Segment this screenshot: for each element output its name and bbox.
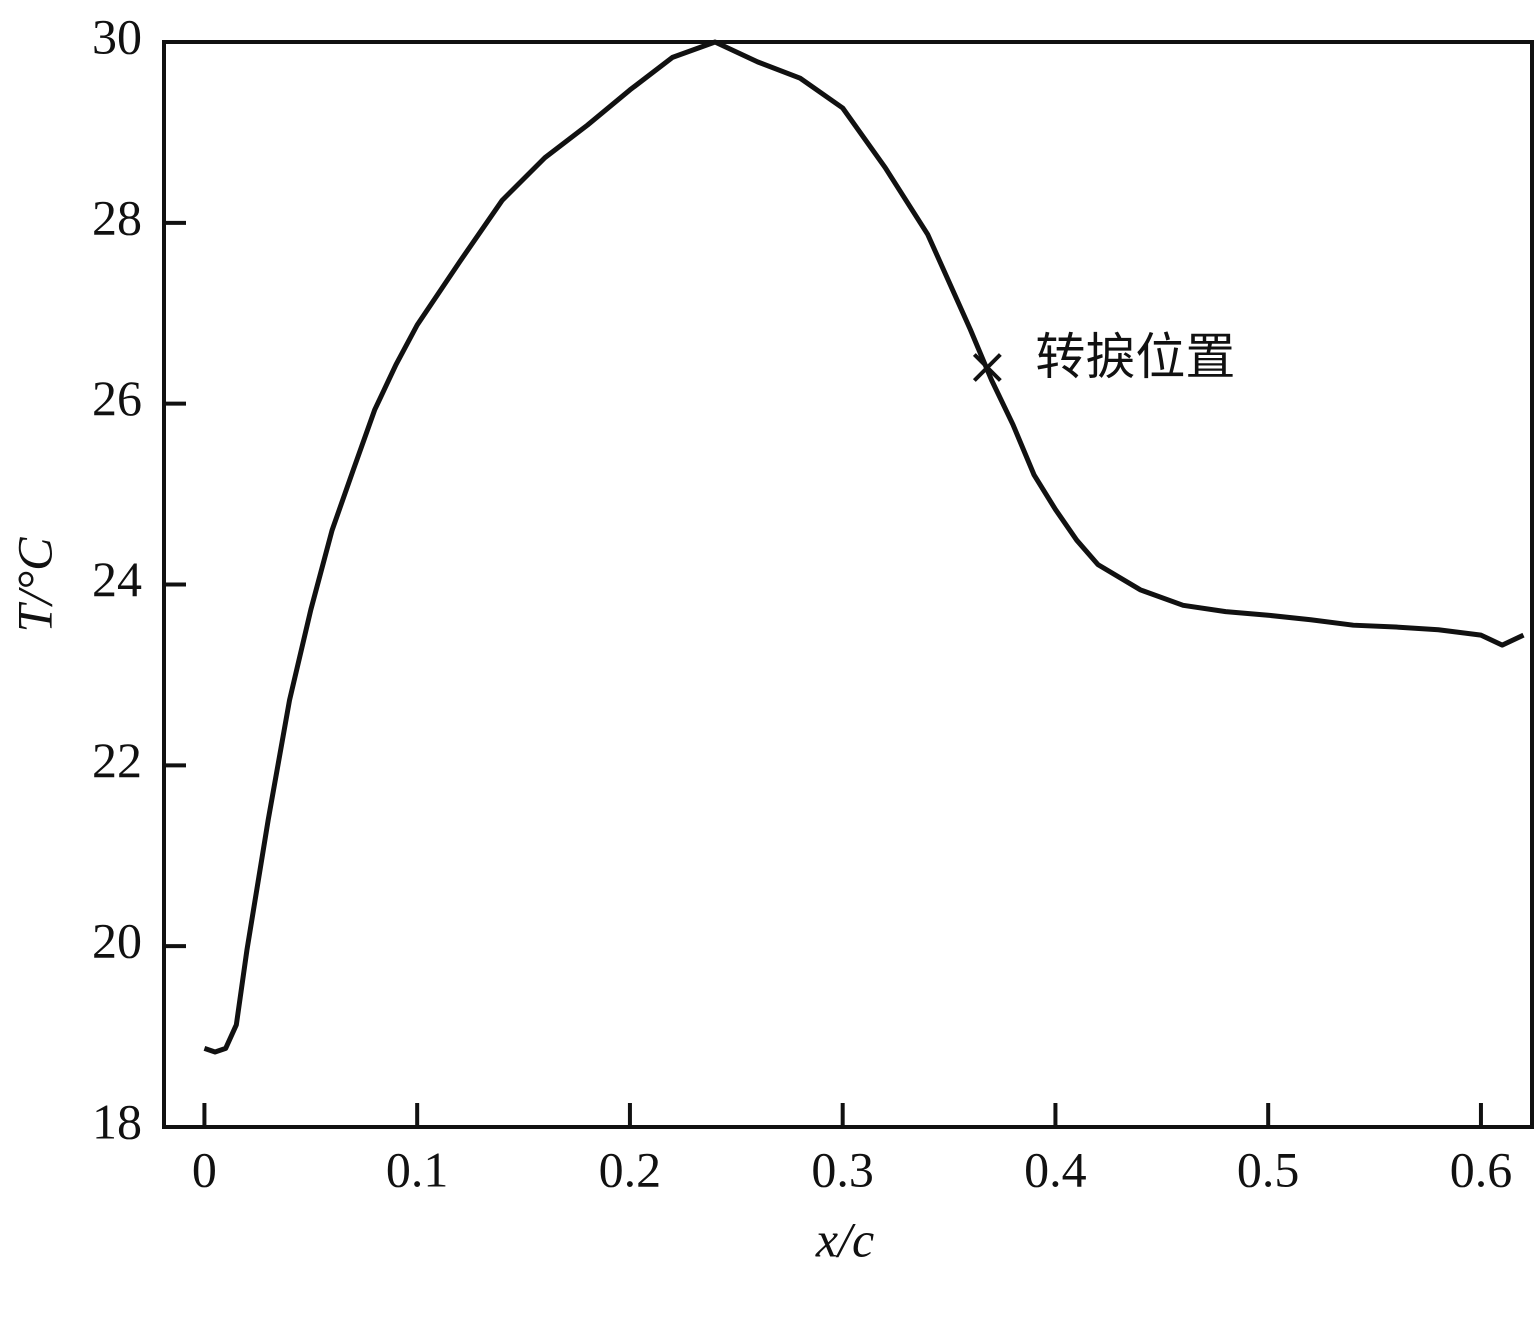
plot-frame (162, 40, 1534, 1129)
annotation-label: 转捩位置 (1035, 329, 1235, 385)
x-tick-label: 0.4 (1024, 1141, 1087, 1197)
y-axis-label: T/°C (6, 537, 62, 633)
y-tick-label: 24 (92, 551, 142, 607)
transition-marker (972, 353, 1002, 382)
y-tick-label: 18 (92, 1093, 142, 1149)
x-tick-label: 0.2 (599, 1141, 662, 1197)
x-tick-label: 0.5 (1237, 1141, 1300, 1197)
x-tick-label: 0 (192, 1141, 217, 1197)
y-tick-label: 20 (92, 913, 142, 969)
y-tick-label: 28 (92, 189, 142, 245)
x-tick-label: 0.6 (1450, 1141, 1513, 1197)
y-tick-label: 26 (92, 370, 142, 426)
x-tick-label: 0.3 (811, 1141, 874, 1197)
x-tick-label: 0.1 (386, 1141, 449, 1197)
x-axis-label: x/c (815, 1211, 874, 1267)
y-tick-label: 22 (92, 732, 142, 788)
data-line (203, 39, 1525, 1055)
y-tick-label: 30 (92, 8, 142, 64)
